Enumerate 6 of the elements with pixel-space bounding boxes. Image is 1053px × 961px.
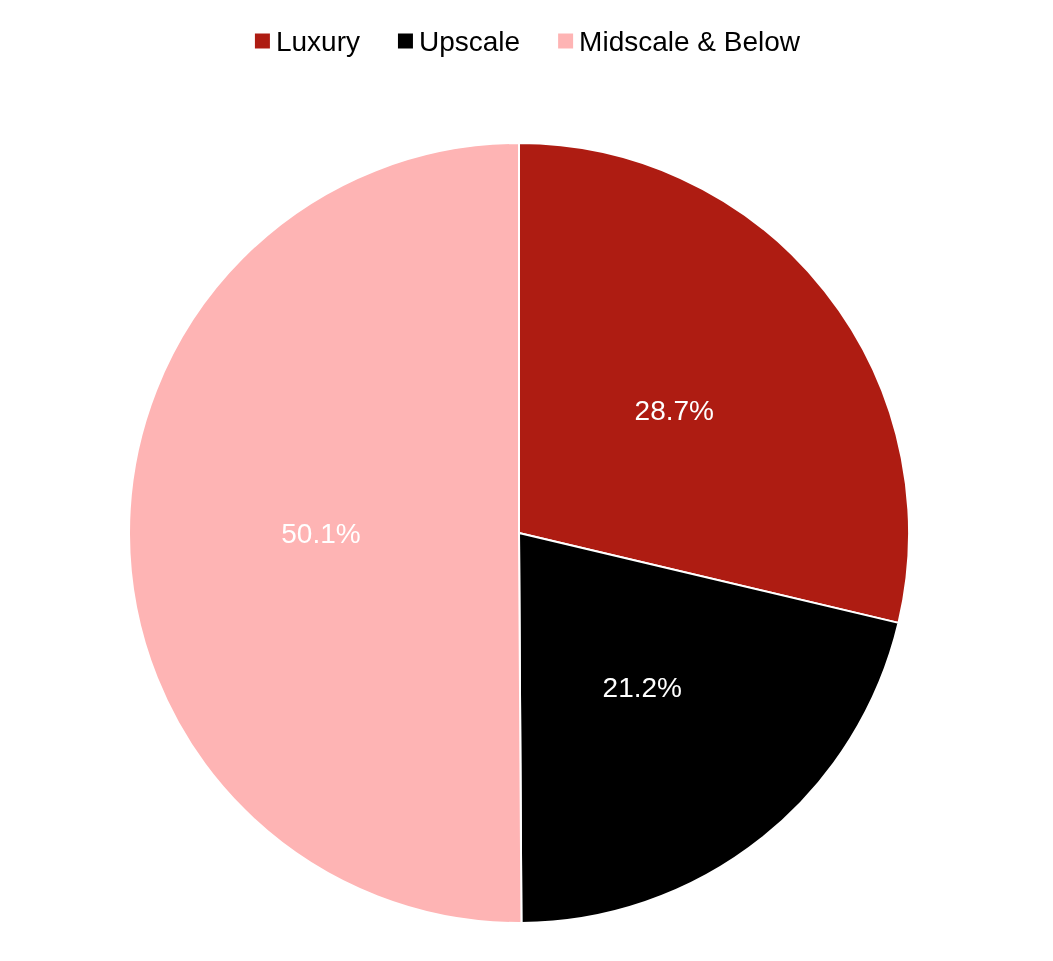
legend-label: Upscale — [418, 25, 521, 57]
data-label: 50.1% — [281, 518, 361, 550]
data-label: 28.7% — [634, 394, 714, 426]
data-label: 21.2% — [602, 672, 683, 704]
legend-label: Luxury — [275, 25, 360, 57]
legend-label: Midscale & Below — [579, 25, 801, 57]
